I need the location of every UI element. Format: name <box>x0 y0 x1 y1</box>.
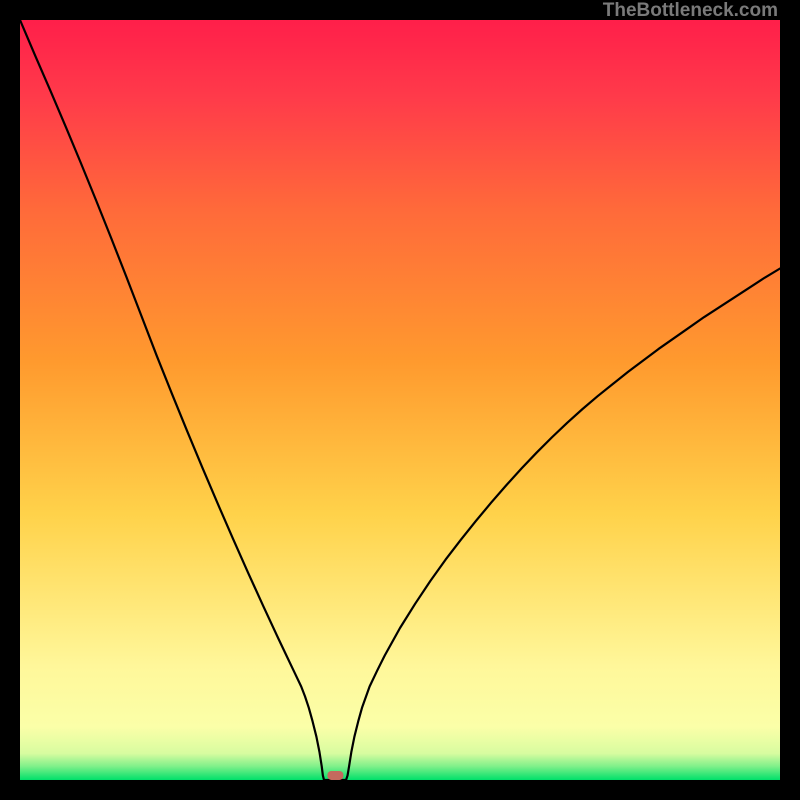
chart-frame: TheBottleneck.com <box>0 0 800 800</box>
minimum-marker <box>327 771 343 780</box>
gradient-background <box>20 20 780 780</box>
watermark-text: TheBottleneck.com <box>603 0 778 22</box>
chart-svg <box>20 20 780 780</box>
plot-area <box>20 20 780 780</box>
